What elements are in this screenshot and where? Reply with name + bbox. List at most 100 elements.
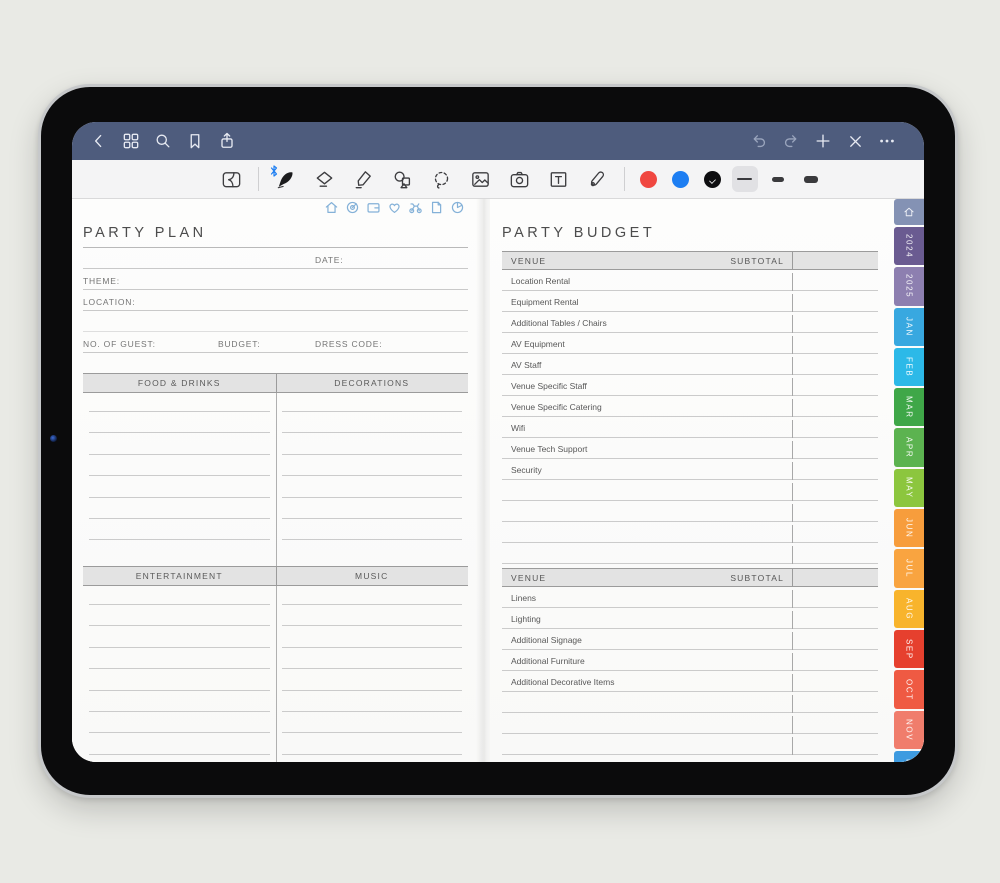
back-button[interactable] [84, 130, 114, 152]
month-tab[interactable]: SEP [894, 629, 924, 669]
budget-row[interactable]: Additional Decorative Items [502, 671, 878, 692]
close-document-button[interactable] [840, 130, 870, 152]
budget-row[interactable]: Location Rental [502, 270, 878, 291]
tab-home[interactable] [894, 199, 924, 225]
subtotal-column-header: SUBTOTAL [730, 255, 784, 266]
home-icon[interactable] [324, 200, 339, 215]
toolbar-separator [258, 167, 259, 191]
month-tab[interactable]: 2025 [894, 267, 924, 306]
read-mode-button[interactable] [219, 166, 245, 192]
month-tab[interactable]: MAR [894, 388, 924, 427]
budget-row[interactable]: Additional Tables / Chairs [502, 312, 878, 333]
budget-row-label: Additional Furniture [511, 656, 585, 666]
elements-tool[interactable] [585, 166, 611, 192]
stroke-width-thick[interactable] [798, 166, 824, 192]
budget-row-empty[interactable] [502, 734, 878, 755]
budget-row-empty[interactable] [502, 480, 878, 501]
month-tab[interactable]: AUG [894, 589, 924, 628]
color-swatches [632, 170, 728, 188]
month-tab-label: OCT [904, 678, 914, 701]
month-tab-strip: 2024 2025 JAN FEB MAR APR MAY JUN [894, 199, 924, 762]
budget-row[interactable]: Additional Signage [502, 629, 878, 650]
undo-button[interactable] [744, 130, 774, 152]
budget-row-empty[interactable] [502, 543, 878, 564]
add-page-button[interactable] [808, 130, 838, 152]
month-tab[interactable]: DEC [894, 750, 924, 762]
bookmark-button[interactable] [180, 130, 210, 152]
color-swatch[interactable] [703, 170, 721, 188]
insert-image-tool[interactable] [468, 166, 494, 192]
stroke-width-medium[interactable] [765, 166, 791, 192]
budget-row[interactable]: Linens [502, 587, 878, 608]
budget-row-empty[interactable] [502, 692, 878, 713]
budget-row[interactable]: Venue Specific Catering [502, 396, 878, 417]
month-tab-label: JUL [904, 559, 914, 579]
budget-row[interactable]: Additional Furniture [502, 650, 878, 671]
more-options-button[interactable] [872, 130, 902, 152]
guests-budget-dress-field[interactable]: NO. OF GUEST: BUDGET: DRESS CODE: [83, 332, 468, 353]
navigation-bar [72, 122, 924, 160]
subtotal-column-header: SUBTOTAL [730, 572, 784, 583]
stroke-width-thin[interactable] [731, 166, 758, 192]
budget-row-empty[interactable] [502, 713, 878, 734]
budget-row[interactable]: Venue Specific Staff [502, 375, 878, 396]
budget-row-label: Equipment Rental [511, 297, 579, 307]
theme-field[interactable]: THEME: [83, 269, 468, 290]
budget-row[interactable]: Lighting [502, 608, 878, 629]
section-body[interactable] [83, 393, 468, 566]
budget-row-label: Venue Specific Staff [511, 381, 587, 391]
party-budget-page[interactable]: PARTY BUDGET VENUE SUBTOTAL Location Ren… [490, 199, 924, 762]
budget-row[interactable]: Wifi [502, 417, 878, 438]
food-drinks-header: FOOD & DRINKS [137, 378, 221, 388]
month-tab[interactable]: JUL [894, 549, 924, 588]
party-plan-page[interactable]: PARTY PLAN DATE: THEME: LOCATION: NO. OF… [72, 199, 483, 762]
month-tab-label: NOV [904, 718, 914, 741]
budget-row[interactable]: Equipment Rental [502, 291, 878, 312]
budget-row-empty[interactable] [502, 501, 878, 522]
highlighter-tool[interactable] [351, 166, 377, 192]
text-tool[interactable] [546, 166, 572, 192]
blank-field[interactable] [83, 311, 468, 332]
pen-tool[interactable] [270, 165, 299, 192]
location-field[interactable]: LOCATION: [83, 290, 468, 311]
budget-wallet-icon[interactable] [366, 200, 381, 215]
month-tab[interactable]: FEB [894, 347, 924, 387]
date-field[interactable]: DATE: [83, 248, 468, 269]
camera-tool[interactable] [507, 166, 533, 192]
eraser-tool[interactable] [312, 166, 338, 192]
color-swatch[interactable] [671, 170, 689, 188]
goals-target-icon[interactable] [345, 200, 360, 215]
month-tab[interactable]: JUN [894, 509, 924, 548]
budget-row-label: Wifi [511, 423, 526, 433]
share-button[interactable] [212, 130, 242, 152]
budget-row-label: Venue Tech Support [511, 444, 588, 454]
lasso-tool[interactable] [429, 166, 455, 192]
shapes-tool[interactable] [390, 166, 416, 192]
month-tab[interactable]: 2024 [894, 227, 924, 266]
budget-row-empty[interactable] [502, 522, 878, 543]
month-tab[interactable]: OCT [894, 670, 924, 709]
page-thumbnails-button[interactable] [116, 130, 146, 152]
color-swatch[interactable] [639, 170, 657, 188]
month-tab-label: MAY [904, 477, 914, 499]
redo-button[interactable] [776, 130, 806, 152]
fitness-bike-icon[interactable] [408, 200, 423, 215]
budget-row-label: Lighting [511, 614, 541, 624]
budget-row-label: Additional Signage [511, 635, 582, 645]
budget-row[interactable]: AV Staff [502, 354, 878, 375]
section-body[interactable] [83, 586, 468, 762]
budget-row[interactable]: Security [502, 459, 878, 480]
month-tab[interactable]: APR [894, 428, 924, 467]
health-heart-icon[interactable] [387, 200, 402, 215]
month-tab[interactable]: JAN [894, 307, 924, 346]
stats-pie-icon[interactable] [450, 200, 465, 215]
budget-table-2: VENUE SUBTOTAL Linens Lighting Additiona… [502, 568, 878, 755]
budget-row[interactable]: AV Equipment [502, 333, 878, 354]
month-tab-label: SEP [904, 638, 914, 660]
month-tab[interactable]: MAY [894, 468, 924, 508]
month-tab-label: APR [904, 437, 914, 459]
notes-document-icon[interactable] [429, 200, 444, 215]
budget-row[interactable]: Venue Tech Support [502, 438, 878, 459]
month-tab[interactable]: NOV [894, 710, 924, 749]
search-button[interactable] [148, 130, 178, 152]
